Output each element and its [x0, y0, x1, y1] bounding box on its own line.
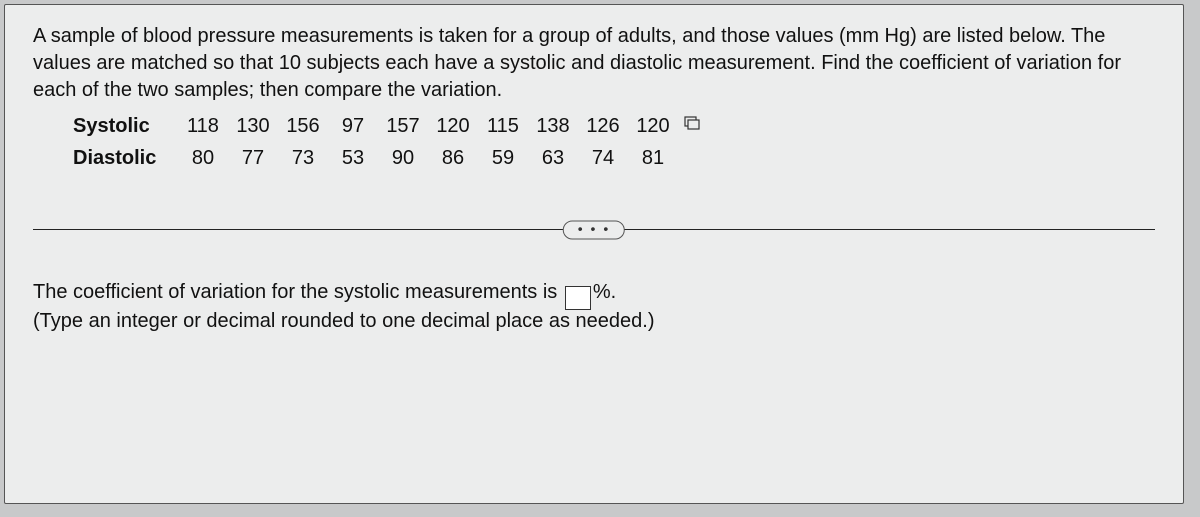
row-label-systolic: Systolic	[73, 110, 178, 142]
cell: 130	[228, 110, 278, 142]
prompt-text: A sample of blood pressure measurements …	[33, 23, 1155, 104]
cell: 86	[428, 142, 478, 174]
table-row: Systolic 118 130 156 97 157 120 115 138 …	[73, 110, 700, 142]
question-line: The coefficient of variation for the sys…	[33, 278, 1155, 310]
cell: 120	[428, 110, 478, 142]
cell: 115	[478, 110, 528, 142]
copy-icon[interactable]	[684, 114, 700, 138]
table-row: Diastolic 80 77 73 53 90 86 59 63 74 81	[73, 142, 700, 174]
section-divider: • • •	[33, 229, 1155, 230]
cell: 74	[578, 142, 628, 174]
cell: 156	[278, 110, 328, 142]
row-label-diastolic: Diastolic	[73, 142, 178, 174]
expand-ellipsis-button[interactable]: • • •	[563, 220, 625, 239]
cell: 77	[228, 142, 278, 174]
cell: 126	[578, 110, 628, 142]
question-text-after: %.	[593, 281, 616, 303]
question-text-before: The coefficient of variation for the sys…	[33, 281, 563, 303]
cell: 53	[328, 142, 378, 174]
cell: 157	[378, 110, 428, 142]
cell: 97	[328, 110, 378, 142]
cell: 63	[528, 142, 578, 174]
instruction-hint: (Type an integer or decimal rounded to o…	[33, 310, 1155, 333]
cell: 118	[178, 110, 228, 142]
cell: 73	[278, 142, 328, 174]
cell: 80	[178, 142, 228, 174]
cell: 120	[628, 110, 678, 142]
question-card: A sample of blood pressure measurements …	[4, 4, 1184, 504]
cell: 138	[528, 110, 578, 142]
cell: 90	[378, 142, 428, 174]
cell: 59	[478, 142, 528, 174]
cell: 81	[628, 142, 678, 174]
data-table: Systolic 118 130 156 97 157 120 115 138 …	[73, 110, 700, 174]
answer-input[interactable]	[565, 286, 591, 310]
